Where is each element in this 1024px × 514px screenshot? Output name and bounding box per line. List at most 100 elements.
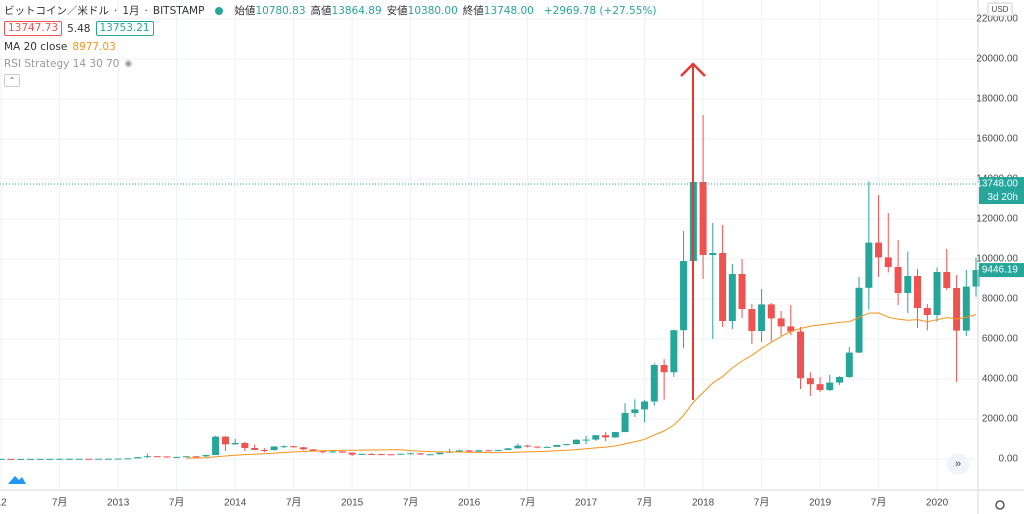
candle-body [241, 443, 249, 448]
candle-body [650, 365, 658, 402]
price-label-box [979, 177, 1024, 192]
y-tick-label: 20000.00 [976, 54, 1018, 65]
candle-body [611, 432, 619, 438]
currency: USD [992, 5, 1009, 14]
candle-body [192, 456, 200, 458]
symbol[interactable]: ビットコイン／米ドル [4, 5, 109, 17]
rsi-row: RSI Strategy 14 30 70 ◉ [4, 58, 132, 70]
eye-icon[interactable]: ◉ [124, 59, 133, 69]
y-tick-label: 12000.00 [976, 214, 1018, 225]
x-tick-label: 7月 [403, 497, 419, 509]
y-tick-label: 22000.00 [976, 14, 1018, 25]
x-tick-label: 2017 [575, 498, 598, 509]
candle-body [875, 242, 883, 258]
x-tick-label: 12 [0, 498, 7, 509]
candle-body [299, 447, 307, 450]
candle-body [699, 182, 707, 255]
candle-body [95, 458, 103, 460]
status-dot [215, 6, 224, 15]
x-tick-label: 2015 [341, 498, 364, 509]
candle-body [124, 458, 132, 460]
candle-body [738, 274, 746, 309]
candle-body [972, 270, 980, 287]
x-tick-label: 7月 [286, 497, 302, 509]
candle-body [163, 456, 171, 458]
candle-body [75, 458, 83, 460]
last-price-label: 9446.19 [982, 265, 1019, 276]
candle-body [943, 272, 951, 288]
candle-body [904, 276, 912, 293]
scroll-icon: » [955, 458, 961, 470]
candle-body [202, 455, 210, 457]
candle-body [36, 458, 44, 460]
candle-body [524, 445, 532, 447]
bid[interactable]: 13747.73 [4, 21, 63, 36]
candle-body [338, 451, 346, 453]
candle-body [631, 409, 639, 413]
candle-body [767, 304, 775, 319]
currency-box[interactable] [987, 2, 1013, 17]
candle-body [309, 449, 317, 452]
candle-body [592, 435, 600, 440]
candle-body [953, 288, 961, 331]
ohlc-label: 始値 [234, 5, 256, 17]
logo [8, 476, 26, 484]
candle-body [826, 382, 834, 390]
candle-body [455, 450, 463, 452]
candle-body [397, 453, 405, 455]
exchange: BITSTAMP [152, 4, 205, 17]
candle-body [660, 365, 668, 373]
ohlc-value: 10780.83 [255, 5, 306, 17]
candle-body [416, 453, 424, 455]
x-tick-label: 2019 [809, 498, 832, 509]
candle-body [845, 352, 853, 377]
indicator-value: 8977.03 [72, 41, 116, 53]
candle-body [855, 287, 863, 353]
candle-body [494, 450, 502, 452]
ask[interactable]: 13753.21 [95, 21, 154, 36]
candle-body [475, 450, 483, 452]
interval[interactable]: 1月 [122, 5, 140, 17]
candle-body [212, 436, 220, 456]
candle-body [553, 445, 561, 447]
sep: · [114, 4, 118, 17]
ohlc-value: 13748.00 [483, 5, 534, 17]
candle-body [670, 330, 678, 373]
candle-body [709, 253, 717, 255]
candle-body [251, 448, 259, 450]
candle-body [426, 454, 434, 456]
last-price-box [979, 263, 1024, 278]
candle-body [962, 286, 970, 331]
x-tick-label: 7月 [52, 497, 68, 509]
candle-body [143, 456, 151, 458]
y-tick-label: 10000.00 [976, 254, 1018, 265]
candle-body [134, 457, 142, 459]
indicator-name[interactable]: RSI Strategy 14 30 70 [4, 58, 120, 70]
candle-body [153, 456, 161, 458]
countdown-box [979, 191, 1024, 205]
candle-body [543, 446, 551, 448]
ohlc-label: 終値 [462, 5, 484, 17]
candle-body [641, 401, 649, 410]
candle-body [728, 274, 736, 321]
candle-body [563, 444, 571, 446]
candle-body [816, 384, 824, 390]
scroll-button[interactable] [947, 453, 969, 475]
candle-body [806, 378, 814, 385]
x-tick-label: 7月 [637, 497, 653, 509]
candle-body [933, 272, 941, 315]
candle-body [787, 326, 795, 332]
candle-body [319, 451, 327, 453]
candle-body [65, 458, 73, 460]
candle-body [182, 456, 190, 458]
collapse-button[interactable]: ⌃ [4, 74, 20, 87]
settings-icon[interactable] [995, 500, 1005, 510]
candle-body [485, 450, 493, 452]
y-tick-label: 0.00 [999, 454, 1019, 465]
ohlc: 始値10780.83 高値13864.89 安値10380.00 終値13748.00 [234, 3, 538, 18]
quote-row: 13747.73 5.48 13753.21 [4, 21, 154, 36]
x-tick-label: 7月 [754, 497, 770, 509]
indicator-name[interactable]: MA 20 close [4, 41, 68, 53]
